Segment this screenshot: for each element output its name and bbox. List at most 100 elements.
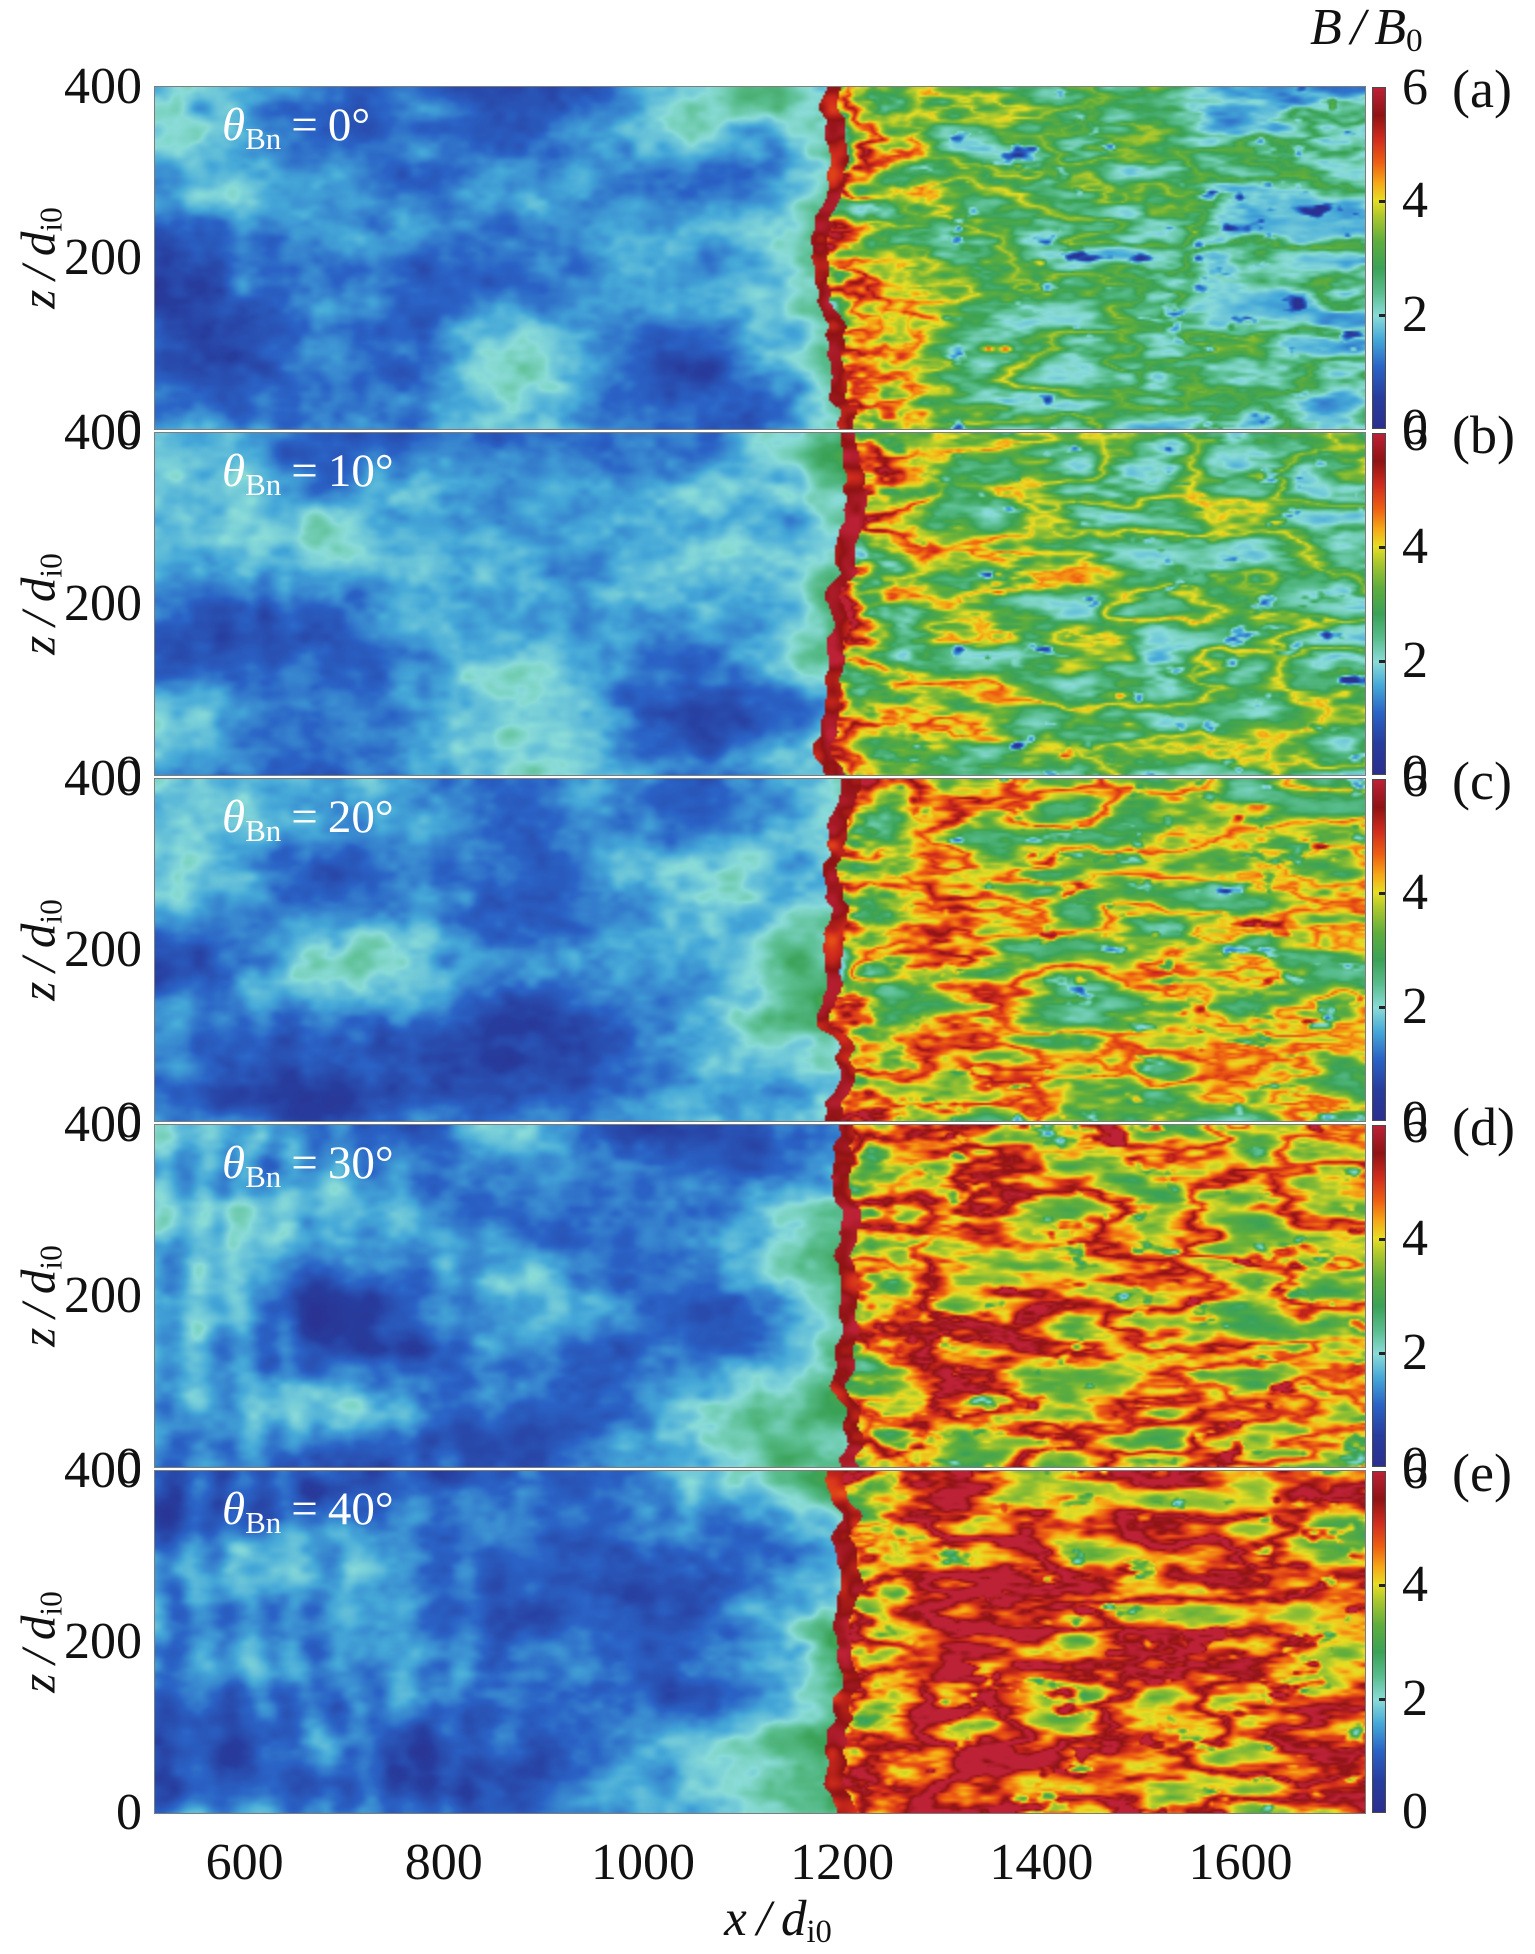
colorbar-notch <box>1379 660 1385 663</box>
colorbar-gradient-d <box>1372 1125 1386 1467</box>
x-tick-label: 800 <box>404 1834 483 1891</box>
y-axis-slash: / <box>10 1650 66 1664</box>
y-axis-label: z / di0 <box>10 207 69 309</box>
heatmap-canvas-d <box>155 1125 1365 1467</box>
colorbar-notch <box>1379 892 1385 895</box>
x-axis-label: x / di0 <box>724 1890 832 1948</box>
y-axis-d: d <box>10 1615 66 1641</box>
panel-letter-e: (e) <box>1452 1443 1512 1503</box>
colorbar-tick-label: 0 <box>1402 399 1428 456</box>
y-tick: 200 <box>64 921 142 978</box>
heatmap-canvas-a <box>155 87 1365 429</box>
colorbar-tick-label: 0 <box>1402 745 1428 802</box>
panel-group-b: 400 200 0 z / di0 θBn = 10° 6 4 2 0 (b) <box>0 405 1535 803</box>
theta-equals: = <box>291 99 318 151</box>
heatmap-canvas-e <box>155 1471 1365 1813</box>
heatmap-canvas-c <box>155 779 1365 1121</box>
theta-sub-n: n <box>265 466 282 502</box>
colorbar-gradient-c <box>1372 779 1386 1121</box>
theta-symbol: θ <box>222 1483 246 1535</box>
colorbar-notch <box>1379 1698 1385 1701</box>
y-axis-d: d <box>10 1269 66 1295</box>
theta-sub-n: n <box>265 1504 282 1540</box>
colorbar-tick-label: 2 <box>1402 286 1428 343</box>
y-tick: 200 <box>64 575 142 632</box>
y-axis-label: z / di0 <box>10 899 69 1001</box>
theta-label-d: θBn = 30° <box>222 1137 394 1192</box>
y-axis-sub: i0 <box>33 207 69 232</box>
theta-sub-B: B <box>245 120 266 156</box>
y-axis-slash: / <box>10 266 66 280</box>
colorbar-notch <box>1379 1352 1385 1355</box>
panel-letter-a: (a) <box>1452 59 1512 119</box>
y-axis-sub: i0 <box>33 1591 69 1616</box>
colorbar-title-slash: / <box>1350 0 1366 56</box>
y-tick: 200 <box>64 229 142 286</box>
y-axis-slash: / <box>10 1304 66 1318</box>
colorbar-tick-label: 6 <box>1402 405 1428 462</box>
y-axis-sub: i0 <box>33 553 69 578</box>
colorbar-tick-label: 0 <box>1402 1783 1428 1840</box>
x-axis-slash: / <box>756 1891 771 1947</box>
y-axis-slash: / <box>10 958 66 972</box>
theta-symbol: θ <box>222 99 246 151</box>
theta-value: 0° <box>327 99 371 151</box>
colorbar-tick-label: 0 <box>1402 1091 1428 1148</box>
colorbar-notch <box>1379 1006 1385 1009</box>
x-tick-label: 1000 <box>590 1834 695 1891</box>
colorbar-tick-label: 4 <box>1402 864 1428 921</box>
y-tick: 200 <box>64 1613 142 1670</box>
colorbar-tick-label: 4 <box>1402 1210 1428 1267</box>
colorbar-notch <box>1379 546 1385 549</box>
panel-letter-b: (b) <box>1452 405 1515 465</box>
heatmap-frame-d <box>155 1125 1365 1467</box>
colorbar-gradient-e <box>1372 1471 1386 1813</box>
theta-sub-B: B <box>245 1158 266 1194</box>
theta-value: 20° <box>327 791 394 843</box>
y-tick: 400 <box>64 404 142 461</box>
theta-label-a: θBn = 0° <box>222 99 371 154</box>
y-axis-label: z / di0 <box>10 1245 69 1347</box>
x-axis-d: d <box>780 1891 807 1947</box>
y-tick: 400 <box>64 750 142 807</box>
y-axis-sub: i0 <box>33 1245 69 1270</box>
heatmap-frame-c <box>155 779 1365 1121</box>
colorbar-tick-label: 4 <box>1402 518 1428 575</box>
y-axis-label: z / di0 <box>10 1591 69 1693</box>
panel-group-e: 400 200 0 z / di0 θBn = 40° 6 4 2 0 (e) <box>0 1443 1535 1841</box>
theta-value: 30° <box>327 1137 394 1189</box>
heatmap-canvas-b <box>155 433 1365 775</box>
colorbar-title-b0: B <box>1374 0 1406 56</box>
y-axis-var: z <box>10 1673 66 1693</box>
colorbar-gradient-b <box>1372 433 1386 775</box>
theta-sub-n: n <box>265 1158 282 1194</box>
heatmap-frame-e <box>155 1471 1365 1813</box>
colorbar-notch <box>1379 200 1385 203</box>
y-tick: 400 <box>64 1096 142 1153</box>
theta-value: 10° <box>327 445 394 497</box>
colorbar-title-b: B <box>1310 0 1342 56</box>
theta-symbol: θ <box>222 791 246 843</box>
theta-equals: = <box>291 445 318 497</box>
y-axis-var: z <box>10 635 66 655</box>
colorbar-tick-label: 4 <box>1402 1556 1428 1613</box>
theta-sub-B: B <box>245 466 266 502</box>
colorbar-tick-label: 4 <box>1402 172 1428 229</box>
colorbar-tick-label: 0 <box>1402 1437 1428 1494</box>
theta-sub-B: B <box>245 1504 266 1540</box>
theta-symbol: θ <box>222 1137 246 1189</box>
colorbar-tick-label: 6 <box>1402 751 1428 808</box>
colorbar-tick-label: 6 <box>1402 1097 1428 1154</box>
theta-sub-n: n <box>265 812 282 848</box>
colorbar-gradient-a <box>1372 87 1386 429</box>
heatmap-frame-b <box>155 433 1365 775</box>
panel-letter-c: (c) <box>1452 751 1512 811</box>
y-axis-slash: / <box>10 612 66 626</box>
x-axis-sub: i0 <box>806 1914 832 1951</box>
colorbar-tick-label: 6 <box>1402 1443 1428 1500</box>
colorbar-notch <box>1379 1584 1385 1587</box>
y-tick: 400 <box>64 58 142 115</box>
theta-equals: = <box>291 1483 318 1535</box>
colorbar-notch <box>1379 314 1385 317</box>
x-tick-label: 1200 <box>790 1834 895 1891</box>
